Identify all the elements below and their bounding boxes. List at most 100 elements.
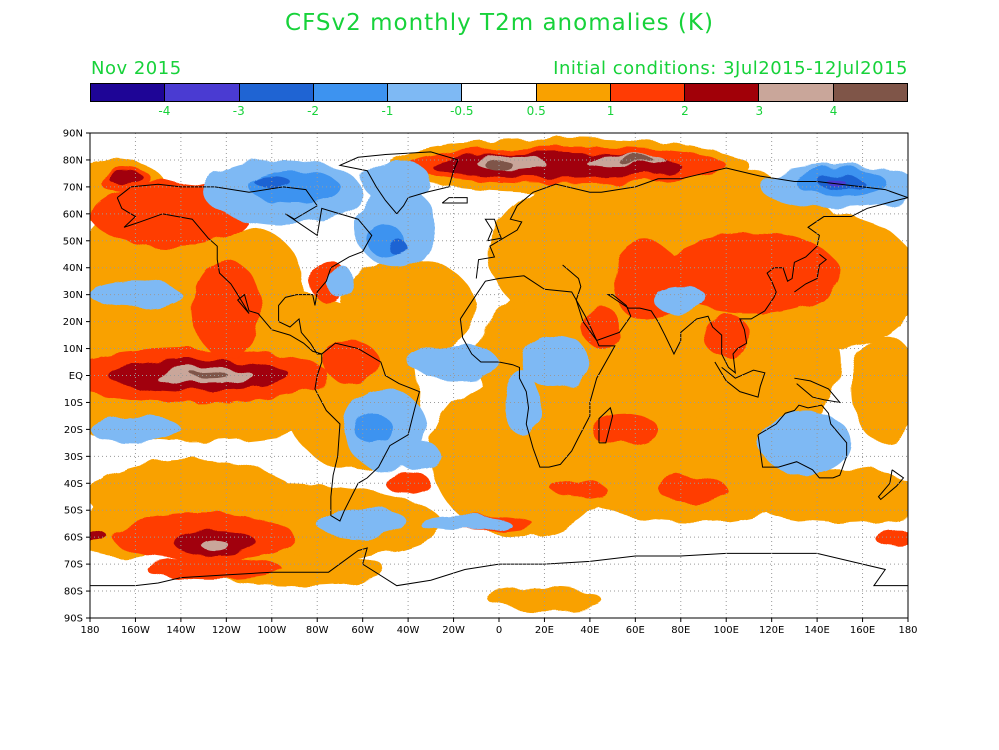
lat-label: 40N	[63, 263, 83, 274]
legend-swatch	[462, 84, 537, 101]
lat-label: 90N	[63, 129, 83, 140]
color-legend	[90, 83, 908, 102]
anomaly-region	[324, 340, 379, 384]
lat-label: 30N	[63, 290, 83, 301]
anomaly-region	[748, 469, 908, 524]
legend-label: -1	[381, 104, 394, 118]
lon-label: 160W	[121, 625, 150, 636]
lat-label: 30S	[64, 452, 83, 463]
coastline-greenland	[338, 151, 459, 215]
lon-label: 20W	[442, 625, 465, 636]
anomaly-region	[873, 529, 908, 546]
anomaly-region	[851, 335, 908, 443]
anomaly-region	[317, 507, 409, 540]
lat-label: 50N	[63, 236, 83, 247]
anomaly-region	[396, 442, 443, 470]
coastline-north-america	[116, 183, 373, 355]
legend-label: 2	[681, 104, 689, 118]
legend-swatch	[239, 84, 314, 101]
coastline-madagascar	[598, 406, 614, 444]
lat-label: 60S	[64, 533, 83, 544]
legend-label: -2	[307, 104, 320, 118]
legend-swatch	[536, 84, 611, 101]
legend-label: 0.5	[526, 104, 546, 118]
anomaly-region	[90, 531, 109, 543]
lon-label: 20E	[535, 625, 554, 636]
anomaly-region	[503, 370, 540, 435]
lat-label: 80S	[64, 587, 83, 598]
lon-label: 60E	[626, 625, 645, 636]
anomaly-region	[408, 345, 499, 379]
lat-label: 90S	[64, 614, 83, 625]
coastline-africa	[459, 275, 616, 468]
anomaly-region	[617, 155, 654, 164]
lon-label: 140E	[804, 625, 829, 636]
legend-label: -3	[232, 104, 245, 118]
anomaly-region	[192, 259, 261, 357]
lat-label: 10S	[64, 398, 83, 409]
legend-swatch	[833, 84, 907, 101]
legend-swatch	[388, 84, 463, 101]
forecast-month: Nov 2015	[91, 58, 182, 79]
coastline-britain	[484, 218, 502, 242]
anomaly-region	[487, 588, 602, 610]
legend-swatch	[91, 84, 166, 101]
legend-swatch	[685, 84, 760, 101]
lat-label: 60N	[63, 209, 83, 220]
lat-label: EQ	[69, 371, 83, 382]
lat-label: 40S	[64, 479, 83, 490]
anomaly-region	[385, 472, 431, 495]
anomaly-region	[551, 480, 606, 497]
legend-label: -4	[158, 104, 171, 118]
legend-swatch	[610, 84, 686, 101]
legend-swatch	[165, 84, 240, 101]
lat-label: 70S	[64, 560, 83, 571]
anomaly-region	[658, 475, 727, 503]
lon-label: 40E	[580, 625, 599, 636]
anomaly-region	[387, 238, 406, 255]
legend-label: 3	[755, 104, 764, 118]
coastline-australia	[757, 404, 848, 479]
coastline-new-zealand	[877, 469, 905, 501]
lon-label: 120W	[212, 625, 241, 636]
legend-label: -0.5	[450, 104, 474, 118]
legend-swatch	[759, 84, 834, 101]
lon-label: 60W	[351, 625, 374, 636]
anomaly-region	[760, 410, 852, 476]
lon-label: 0	[496, 625, 502, 636]
legend-swatch	[313, 84, 389, 101]
lat-label: 50S	[64, 506, 83, 517]
initial-conditions: Initial conditions: 3Jul2015-12Jul2015	[553, 58, 908, 79]
anomaly-region	[326, 265, 354, 298]
coastline-new-guinea	[794, 377, 842, 404]
anomaly-region	[201, 539, 229, 551]
lat-label: 20N	[63, 317, 83, 328]
lon-label: 120E	[759, 625, 784, 636]
anomaly-region	[703, 313, 749, 357]
lon-label: 80E	[671, 625, 690, 636]
legend-label: 4	[829, 104, 838, 118]
lat-label: 80N	[63, 155, 83, 166]
lon-label: 180	[898, 625, 917, 636]
anomaly-region	[339, 259, 477, 357]
lon-label: 180	[80, 625, 99, 636]
lat-label: 20S	[64, 425, 83, 436]
lon-label: 40W	[397, 625, 420, 636]
coastline-japan	[794, 253, 828, 293]
lat-label: 10N	[63, 344, 83, 355]
anomaly-region	[419, 515, 511, 532]
legend-labels: -4 -3 -2 -1 -0.5 0.5 1 2 3 4	[90, 104, 908, 120]
legend-label: 1	[606, 104, 615, 118]
anomaly-region	[653, 286, 709, 314]
lon-label: 80W	[306, 625, 329, 636]
coastline-iceland	[441, 197, 468, 204]
lon-label: 100E	[714, 625, 739, 636]
anomaly-region	[146, 558, 284, 581]
anomaly-region	[430, 375, 613, 538]
anomaly-region	[105, 170, 143, 182]
coastline-asia-south	[562, 197, 908, 374]
lon-label: 100W	[257, 625, 286, 636]
lon-label: 160E	[850, 625, 875, 636]
anomaly-region	[90, 281, 181, 309]
